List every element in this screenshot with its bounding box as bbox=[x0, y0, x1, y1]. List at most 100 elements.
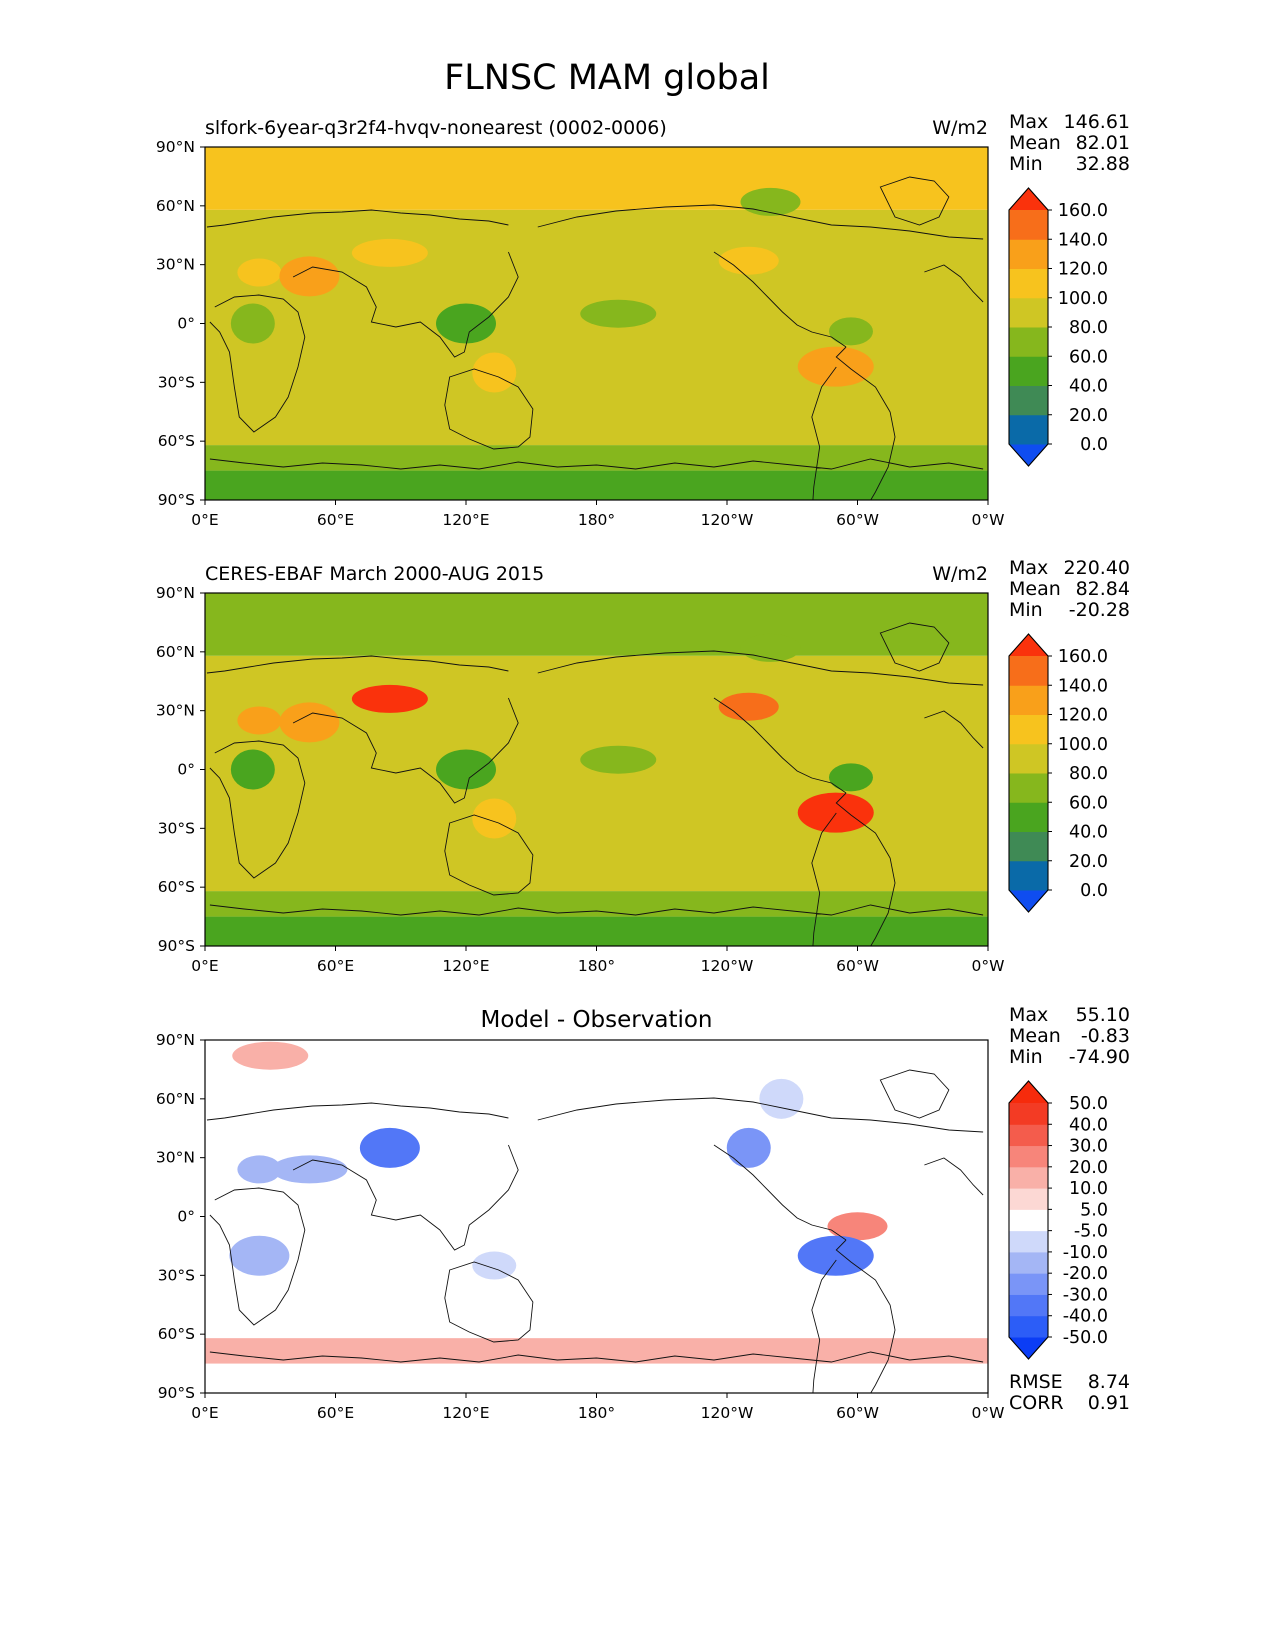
y-tick-label: 30°N bbox=[156, 256, 195, 274]
region-southwest-us bbox=[726, 1127, 771, 1168]
colorbar-label: 10.0 bbox=[1069, 1179, 1108, 1199]
y-tick-label: 60°S bbox=[158, 878, 195, 896]
region-australia bbox=[472, 1251, 517, 1280]
colorbar-label: 80.0 bbox=[1069, 764, 1108, 784]
panel-units: W/m2 bbox=[932, 117, 988, 139]
y-tick-label: 90°N bbox=[156, 584, 195, 602]
colorbar-segment bbox=[1009, 860, 1048, 891]
y-tick-label: 90°N bbox=[156, 1031, 195, 1049]
region-australia bbox=[472, 798, 517, 839]
region-arabia bbox=[279, 702, 340, 743]
x-tick-label: 120°E bbox=[442, 957, 489, 975]
figure-title: FLNSC MAM global bbox=[444, 58, 770, 98]
colorbar: 0.0 20.0 40.0 60.0 80.0 100.0 120.0 140.0 160.0 bbox=[1008, 633, 1108, 913]
colorbar-label: -10.0 bbox=[1063, 1243, 1108, 1263]
region-sahara bbox=[237, 706, 282, 735]
colorbar-segment bbox=[1009, 685, 1048, 715]
stat-value: -74.90 bbox=[1069, 1046, 1130, 1068]
colorbar-label: 80.0 bbox=[1069, 318, 1108, 338]
region-sahara bbox=[237, 1155, 282, 1184]
colorbar-label: -50.0 bbox=[1063, 1328, 1108, 1348]
stat-value: 0.91 bbox=[1088, 1392, 1130, 1414]
y-tick-label: 90°S bbox=[158, 1384, 195, 1402]
colorbar-segment bbox=[1009, 414, 1048, 445]
colorbar: -50.0-40.0-30.0-20.0-10.0-5.05.010.020.0… bbox=[1008, 1080, 1108, 1360]
colorbar-extend-min bbox=[1009, 890, 1048, 912]
stat-value: -20.28 bbox=[1069, 599, 1130, 621]
region-tibet bbox=[359, 1127, 420, 1168]
lat-band bbox=[205, 1040, 988, 1339]
y-tick-label: 60°N bbox=[156, 643, 195, 661]
region-tropical-pacific bbox=[580, 745, 657, 774]
colorbar-segment bbox=[1009, 1294, 1048, 1317]
lat-band bbox=[205, 147, 988, 210]
stat-value: 82.01 bbox=[1076, 132, 1130, 154]
colorbar-segment bbox=[1009, 210, 1048, 240]
panels: 0°E 60°E 120°E 180° 120°W 60°W 0°W 90°N 60°N 30°N… bbox=[156, 111, 1130, 1422]
field-test bbox=[205, 147, 988, 500]
colorbar-label: 20.0 bbox=[1069, 1158, 1108, 1178]
panel-units: W/m2 bbox=[932, 563, 988, 585]
y-tick-label: 30°S bbox=[158, 1266, 195, 1284]
colorbar: 0.0 20.0 40.0 60.0 80.0 100.0 120.0 140.0 160.0 bbox=[1008, 187, 1108, 467]
colorbar-segment bbox=[1009, 802, 1048, 832]
colorbar-extend-max bbox=[1009, 1081, 1048, 1103]
colorbar-segment bbox=[1009, 1145, 1048, 1168]
colorbar-segment bbox=[1009, 239, 1048, 269]
colorbar-label: 20.0 bbox=[1069, 406, 1108, 426]
stat-label: Max bbox=[1009, 557, 1048, 579]
stat-label: Max bbox=[1009, 111, 1048, 133]
region-canada bbox=[740, 187, 801, 216]
region-congo bbox=[230, 749, 275, 790]
colorbar-label: -40.0 bbox=[1063, 1307, 1108, 1327]
x-tick-label: 0°E bbox=[191, 511, 218, 529]
stat-label: Mean bbox=[1009, 132, 1061, 154]
colorbar-segment bbox=[1009, 1209, 1048, 1232]
x-tick-label: 60°E bbox=[317, 1404, 354, 1422]
colorbar-segment bbox=[1009, 743, 1048, 774]
region-southern-africa bbox=[229, 1235, 290, 1276]
colorbar-label: 140.0 bbox=[1058, 676, 1108, 696]
colorbar-label: 20.0 bbox=[1069, 852, 1108, 872]
panel-difference: 0°E 60°E 120°E 180° 120°W 60°W 0°W 90°N 60°N 30°N… bbox=[156, 1004, 1130, 1422]
lat-band bbox=[205, 891, 988, 917]
region-arctic bbox=[232, 1041, 309, 1070]
region-andes bbox=[797, 1235, 874, 1276]
colorbar-segment bbox=[1009, 356, 1048, 386]
colorbar-label: 0.0 bbox=[1080, 881, 1108, 901]
colorbar-label: 0.0 bbox=[1080, 435, 1108, 455]
colorbar-segment bbox=[1009, 385, 1048, 416]
colorbar-label: 100.0 bbox=[1058, 289, 1108, 309]
stat-value: 32.88 bbox=[1076, 153, 1130, 175]
panel-test: 0°E 60°E 120°E 180° 120°W 60°W 0°W 90°N 60°N 30°N… bbox=[156, 111, 1130, 529]
stat-value: 8.74 bbox=[1088, 1371, 1130, 1393]
colorbar-segment bbox=[1009, 714, 1048, 745]
region-tropical-pacific bbox=[580, 299, 657, 328]
stat-label: Min bbox=[1009, 153, 1043, 175]
panel-title-center: Model - Observation bbox=[480, 1007, 712, 1033]
y-tick-label: 0° bbox=[177, 761, 195, 779]
x-tick-label: 180° bbox=[578, 1404, 615, 1422]
colorbar-segment bbox=[1009, 1103, 1048, 1125]
region-canada bbox=[759, 1078, 804, 1119]
y-tick-label: 0° bbox=[177, 315, 195, 333]
field-reference bbox=[205, 593, 988, 946]
stat-label: RMSE bbox=[1009, 1371, 1063, 1393]
x-tick-label: 60°E bbox=[317, 511, 354, 529]
stat-label: Max bbox=[1009, 1004, 1048, 1026]
y-tick-label: 90°S bbox=[158, 491, 195, 509]
x-tick-label: 0°W bbox=[972, 957, 1005, 975]
region-australia bbox=[472, 352, 517, 393]
colorbar-label: 120.0 bbox=[1058, 706, 1108, 726]
colorbar-label: 30.0 bbox=[1069, 1137, 1108, 1157]
colorbar-label: 140.0 bbox=[1058, 230, 1108, 250]
lat-band bbox=[205, 916, 988, 946]
y-tick-label: 90°N bbox=[156, 138, 195, 156]
x-tick-label: 120°W bbox=[701, 957, 754, 975]
stat-label: Mean bbox=[1009, 578, 1061, 600]
colorbar-segment bbox=[1009, 831, 1048, 862]
colorbar-segment bbox=[1009, 1315, 1048, 1338]
lat-band bbox=[205, 470, 988, 500]
y-tick-label: 60°N bbox=[156, 1090, 195, 1108]
